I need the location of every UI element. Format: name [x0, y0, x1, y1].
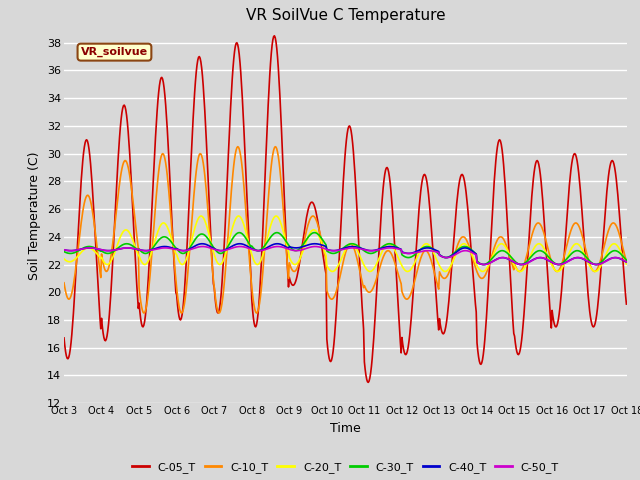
Text: VR_soilvue: VR_soilvue [81, 47, 148, 57]
Y-axis label: Soil Temperature (C): Soil Temperature (C) [28, 152, 42, 280]
Title: VR SoilVue C Temperature: VR SoilVue C Temperature [246, 9, 445, 24]
Legend: C-05_T, C-10_T, C-20_T, C-30_T, C-40_T, C-50_T: C-05_T, C-10_T, C-20_T, C-30_T, C-40_T, … [128, 457, 563, 477]
X-axis label: Time: Time [330, 421, 361, 434]
